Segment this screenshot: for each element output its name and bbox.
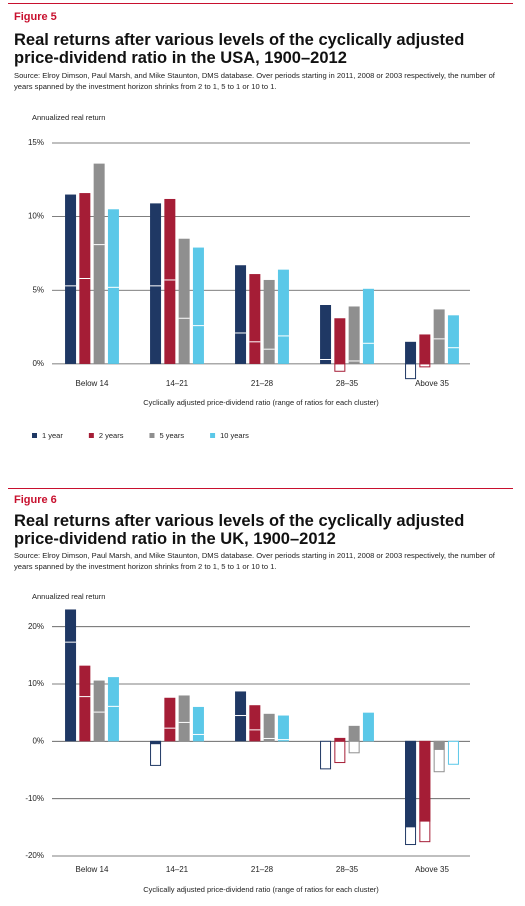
x-tick-label: Above 35 xyxy=(415,865,449,874)
legend-swatch xyxy=(32,433,37,438)
bar xyxy=(433,309,445,364)
y-tick-label: 0% xyxy=(32,736,44,745)
bar-outline xyxy=(150,740,162,766)
bar xyxy=(277,269,289,364)
bar xyxy=(362,712,374,742)
bar xyxy=(249,705,261,742)
bar xyxy=(419,741,431,822)
figure-label: Figure 5 xyxy=(14,11,57,23)
bar xyxy=(164,198,176,364)
legend-label: 1 year xyxy=(42,431,63,440)
y-axis-label: Annualized real return xyxy=(32,592,105,601)
bar xyxy=(150,203,162,364)
bar xyxy=(178,238,190,364)
legend-swatch xyxy=(149,433,155,438)
bar xyxy=(348,725,360,742)
y-tick-label: -20% xyxy=(25,851,44,860)
x-axis-label: Cyclically adjusted price-dividend ratio… xyxy=(143,398,379,407)
x-tick-label: 14–21 xyxy=(166,379,189,388)
bar xyxy=(65,194,77,364)
bar xyxy=(447,315,459,364)
bar xyxy=(235,265,247,364)
x-tick-label: Above 35 xyxy=(415,379,449,388)
chart-title: Real returns after various levels of the… xyxy=(14,31,465,67)
bar xyxy=(320,305,332,364)
bar xyxy=(150,741,162,745)
x-tick-label: Below 14 xyxy=(76,379,109,388)
y-tick-label: 15% xyxy=(28,138,44,147)
y-tick-label: 10% xyxy=(28,212,44,221)
bar xyxy=(405,341,417,364)
bar xyxy=(419,334,431,364)
legend-swatch xyxy=(88,433,94,438)
bar xyxy=(334,318,346,364)
bar-outline xyxy=(348,740,360,754)
bar xyxy=(107,209,119,364)
bar xyxy=(192,706,204,742)
bar xyxy=(263,279,275,364)
y-tick-label: 5% xyxy=(32,285,44,294)
bar-outline xyxy=(320,740,332,770)
bar xyxy=(263,713,275,742)
legend-swatch xyxy=(210,433,216,438)
bar xyxy=(178,695,190,742)
bar xyxy=(277,715,289,742)
bar xyxy=(235,691,247,742)
bar xyxy=(348,306,360,364)
y-tick-label: 0% xyxy=(32,359,44,368)
legend-label: 5 years xyxy=(159,431,184,440)
x-tick-label: 21–28 xyxy=(251,379,274,388)
bar xyxy=(79,665,91,742)
bar xyxy=(192,247,204,364)
bar xyxy=(433,741,445,750)
chart-title: Real returns after various levels of the… xyxy=(14,512,465,548)
bar xyxy=(107,677,119,742)
legend-label: 10 years xyxy=(220,431,249,440)
bar xyxy=(334,737,346,742)
bar xyxy=(362,288,374,364)
x-axis-label: Cyclically adjusted price-dividend ratio… xyxy=(143,885,379,894)
chart-subtitle: Source: Elroy Dimson, Paul Marsh, and Mi… xyxy=(14,71,495,91)
x-tick-label: 28–35 xyxy=(336,379,359,388)
y-axis-label: Annualized real return xyxy=(32,113,105,122)
legend-label: 2 years xyxy=(99,431,124,440)
x-tick-label: 14–21 xyxy=(166,865,189,874)
bar xyxy=(249,274,261,364)
bar xyxy=(65,609,77,742)
rule xyxy=(8,488,513,489)
figure-label: Figure 6 xyxy=(14,494,57,506)
bar-outline xyxy=(334,740,346,764)
bar xyxy=(405,741,417,828)
rule xyxy=(8,3,513,4)
x-tick-label: 28–35 xyxy=(336,865,359,874)
bar-outline xyxy=(334,363,346,372)
bar-outline xyxy=(405,363,417,380)
x-tick-label: 21–28 xyxy=(251,865,274,874)
bar xyxy=(164,697,176,742)
y-tick-label: 20% xyxy=(28,622,44,631)
x-tick-label: Below 14 xyxy=(76,865,109,874)
bar-outline xyxy=(447,740,459,765)
bar xyxy=(93,680,105,742)
bar xyxy=(93,163,105,364)
bar-outline xyxy=(419,363,431,368)
chart-subtitle: Source: Elroy Dimson, Paul Marsh, and Mi… xyxy=(14,551,495,571)
y-tick-label: -10% xyxy=(25,794,44,803)
y-tick-label: 10% xyxy=(28,679,44,688)
